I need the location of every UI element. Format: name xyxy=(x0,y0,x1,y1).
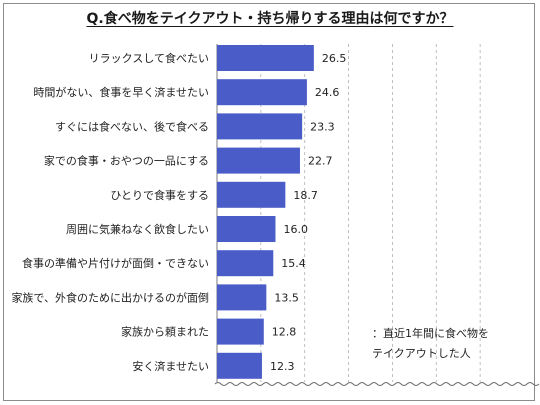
bar xyxy=(217,216,276,242)
value-label: 22.7 xyxy=(308,155,333,168)
value-label: 16.0 xyxy=(283,223,308,236)
bar xyxy=(217,181,286,208)
value-label: 15.4 xyxy=(281,257,306,270)
category-label: 食事の準備や片付けが面倒・できない xyxy=(22,256,209,270)
bar xyxy=(217,352,262,379)
bar xyxy=(217,147,300,174)
axis-break-wave xyxy=(214,382,540,386)
axis-break xyxy=(214,382,540,386)
value-label: 24.6 xyxy=(315,86,340,99)
value-label: 26.5 xyxy=(322,52,347,65)
category-labels: リラックスして食べたい時間がない、食事を早く済ませたいすぐには食べない、後で食べ… xyxy=(11,51,209,373)
bars xyxy=(217,45,314,379)
bar xyxy=(217,284,267,311)
value-label: 18.7 xyxy=(293,189,318,202)
respondent-note-line-1: ：直近1年間に食べ物を xyxy=(372,327,489,340)
bar xyxy=(217,45,314,71)
value-label: 12.3 xyxy=(270,360,295,373)
category-label: 家族から頼まれた xyxy=(121,325,209,339)
bar xyxy=(217,250,274,277)
chart-title: Q.食べ物をテイクアウト・持ち帰りする理由は何ですか？ xyxy=(0,8,540,28)
category-label: リラックスして食べたい xyxy=(89,51,209,65)
category-label: すぐには食べない、後で食べる xyxy=(55,119,209,133)
bar xyxy=(217,113,303,140)
category-label: 時間がない、食事を早く済ませたい xyxy=(33,85,209,99)
category-label: 家族で、外食のために出かけるのが面倒 xyxy=(11,290,209,304)
chart-title-text: Q.食べ物をテイクアウト・持ち帰りする理由は何ですか？ xyxy=(86,11,454,27)
category-label: 家での食事・おやつの一品にする xyxy=(44,154,209,168)
value-label: 23.3 xyxy=(310,120,335,133)
respondent-note: ：直近1年間に食べ物を テイクアウトした人 xyxy=(372,324,489,364)
bar xyxy=(217,318,264,345)
bar xyxy=(217,79,307,106)
category-label: 周囲に気兼ねなく飲食したい xyxy=(66,222,209,236)
respondent-note-line-2: テイクアウトした人 xyxy=(372,347,471,360)
category-label: 安く済ませたい xyxy=(132,359,209,373)
category-label: ひとりで食事をする xyxy=(110,188,209,202)
value-labels: 26.5 24.6 23.3 22.7 18.7 16.0 15.4 13.5 12.8 12.3 xyxy=(270,52,346,373)
value-label: 12.8 xyxy=(272,326,297,339)
value-label: 13.5 xyxy=(274,291,299,304)
